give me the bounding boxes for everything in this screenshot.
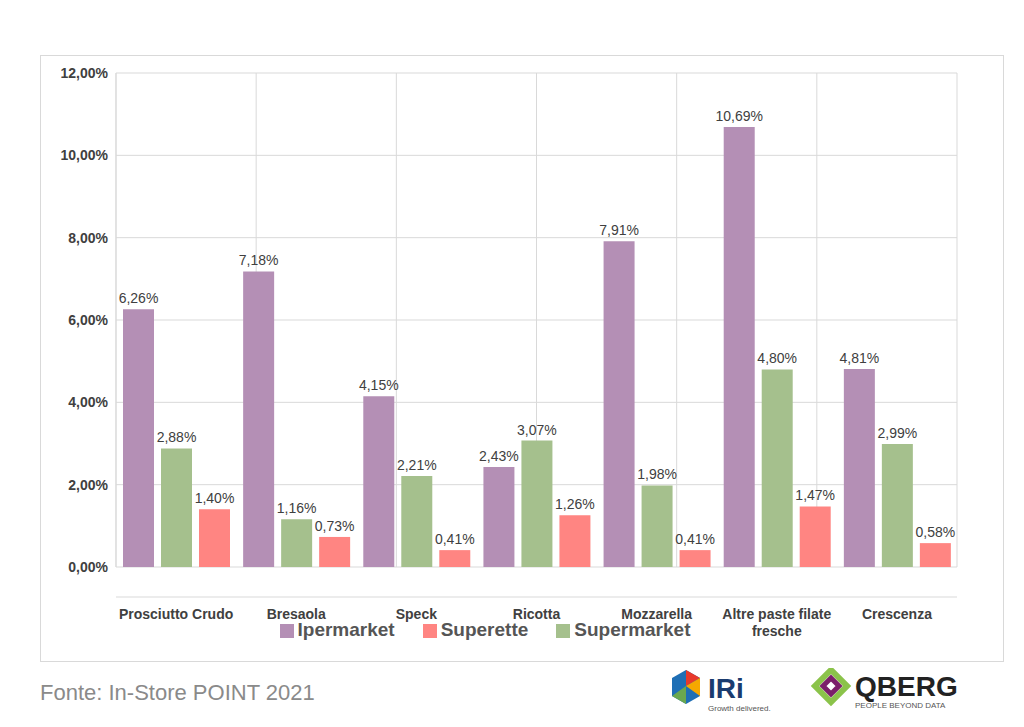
svg-text:0,58%: 0,58% — [916, 524, 956, 540]
svg-text:Prosciutto Crudo: Prosciutto Crudo — [119, 606, 233, 622]
svg-text:1,40%: 1,40% — [195, 490, 235, 506]
svg-text:0,41%: 0,41% — [435, 531, 475, 547]
svg-text:2,21%: 2,21% — [397, 457, 437, 473]
svg-text:Crescenza: Crescenza — [862, 606, 932, 622]
svg-text:Growth delivered.: Growth delivered. — [708, 704, 771, 713]
svg-text:Speck: Speck — [396, 606, 437, 622]
svg-text:12,00%: 12,00% — [61, 65, 109, 81]
html-text:Ipermarket: Ipermarket — [297, 619, 395, 640]
svg-text:6,26%: 6,26% — [119, 290, 159, 306]
html-text:Fonte: In-Store POINT 2021: Fonte: In-Store POINT 2021 — [40, 680, 315, 705]
svg-text:10,00%: 10,00% — [61, 147, 109, 163]
svg-text:2,99%: 2,99% — [878, 425, 918, 441]
svg-text:2,00%: 2,00% — [68, 477, 108, 493]
svg-text:4,00%: 4,00% — [68, 394, 108, 410]
svg-text:PEOPLE BEYOND DATA: PEOPLE BEYOND DATA — [855, 701, 946, 710]
svg-text:10,69%: 10,69% — [715, 108, 762, 124]
svg-text:Altre paste filatefresche: Altre paste filatefresche — [722, 606, 831, 639]
svg-text:2,43%: 2,43% — [479, 448, 519, 464]
svg-text:6,00%: 6,00% — [68, 312, 108, 328]
svg-text:0,41%: 0,41% — [675, 531, 715, 547]
svg-text:0,00%: 0,00% — [68, 559, 108, 575]
svg-text:IRi: IRi — [708, 673, 744, 704]
svg-text:3,07%: 3,07% — [517, 422, 557, 438]
svg-text:Bresaola: Bresaola — [267, 606, 326, 622]
svg-text:1,98%: 1,98% — [637, 466, 677, 482]
svg-text:QBERG: QBERG — [855, 671, 958, 702]
svg-text:7,91%: 7,91% — [599, 222, 639, 238]
svg-text:8,00%: 8,00% — [68, 230, 108, 246]
html-text:Superette: Superette — [440, 619, 529, 640]
svg-text:0,73%: 0,73% — [315, 518, 355, 534]
svg-text:4,81%: 4,81% — [840, 350, 880, 366]
svg-text:Mozzarella: Mozzarella — [621, 606, 692, 622]
html-text:Supermarket: Supermarket — [574, 619, 691, 640]
svg-text:Ricotta: Ricotta — [513, 606, 561, 622]
svg-text:1,16%: 1,16% — [277, 500, 317, 516]
svg-text:1,26%: 1,26% — [555, 496, 595, 512]
svg-text:1,47%: 1,47% — [795, 487, 835, 503]
svg-text:4,15%: 4,15% — [359, 377, 399, 393]
svg-text:7,18%: 7,18% — [239, 252, 279, 268]
svg-text:2,88%: 2,88% — [157, 429, 197, 445]
svg-text:4,80%: 4,80% — [757, 350, 797, 366]
